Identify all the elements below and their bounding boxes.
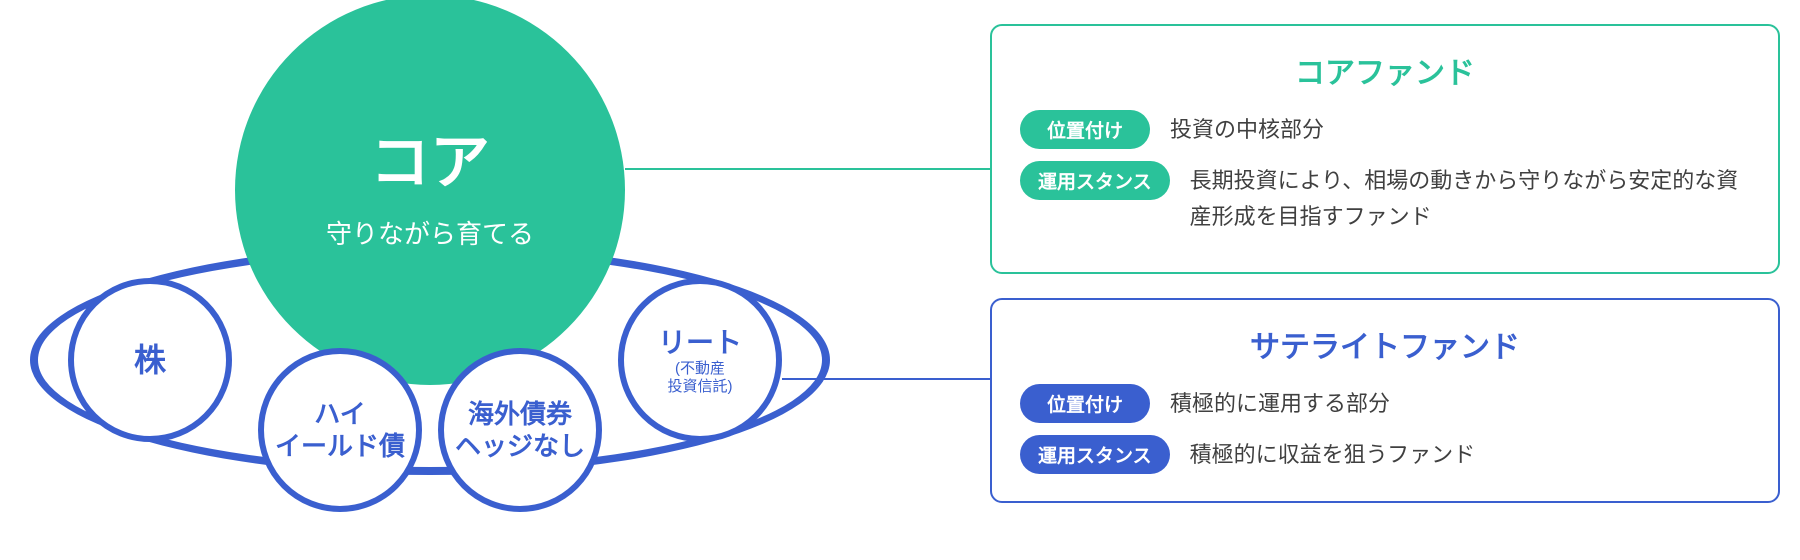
connector-core-to-box (625, 168, 990, 170)
satellite-fund-row: 運用スタンス 積極的に収益を狙うファンド (1020, 435, 1750, 474)
stance-text: 長期投資により、相場の動きから守りながら安定的な資産形成を目指すファンド (1190, 161, 1750, 236)
satellite-foreignbond: 海外債券ヘッジなし (438, 348, 602, 512)
position-pill: 位置付け (1020, 384, 1150, 423)
satellite-reit: リート (不動産投資信託) (618, 278, 782, 442)
position-pill: 位置付け (1020, 110, 1150, 149)
core-fund-title: コアファンド (1020, 48, 1750, 92)
stance-text: 積極的に収益を狙うファンド (1190, 435, 1476, 473)
satellite-fund-box: サテライトファンド 位置付け 積極的に運用する部分 運用スタンス 積極的に収益を… (990, 298, 1780, 503)
core-fund-row: 運用スタンス 長期投資により、相場の動きから守りながら安定的な資産形成を目指すフ… (1020, 161, 1750, 236)
core-subtitle: 守りながら育てる (326, 214, 534, 251)
diagram-area: コア 守りながら育てる 株 ハイイールド債 海外債券ヘッジなし リート (不動産… (0, 0, 980, 560)
satellite-highyield: ハイイールド債 (258, 348, 422, 512)
core-fund-row: 位置付け 投資の中核部分 (1020, 110, 1750, 149)
core-fund-box: コアファンド 位置付け 投資の中核部分 運用スタンス 長期投資により、相場の動き… (990, 24, 1780, 274)
position-text: 投資の中核部分 (1170, 110, 1324, 148)
satellite-stocks: 株 (68, 278, 232, 442)
stance-pill: 運用スタンス (1020, 161, 1170, 200)
satellite-fund-row: 位置付け 積極的に運用する部分 (1020, 384, 1750, 423)
core-circle: コア 守りながら育てる (235, 0, 625, 385)
satellite-fund-title: サテライトファンド (1020, 322, 1750, 366)
core-title: コア (370, 130, 490, 196)
position-text: 積極的に運用する部分 (1170, 384, 1390, 422)
stance-pill: 運用スタンス (1020, 435, 1170, 474)
